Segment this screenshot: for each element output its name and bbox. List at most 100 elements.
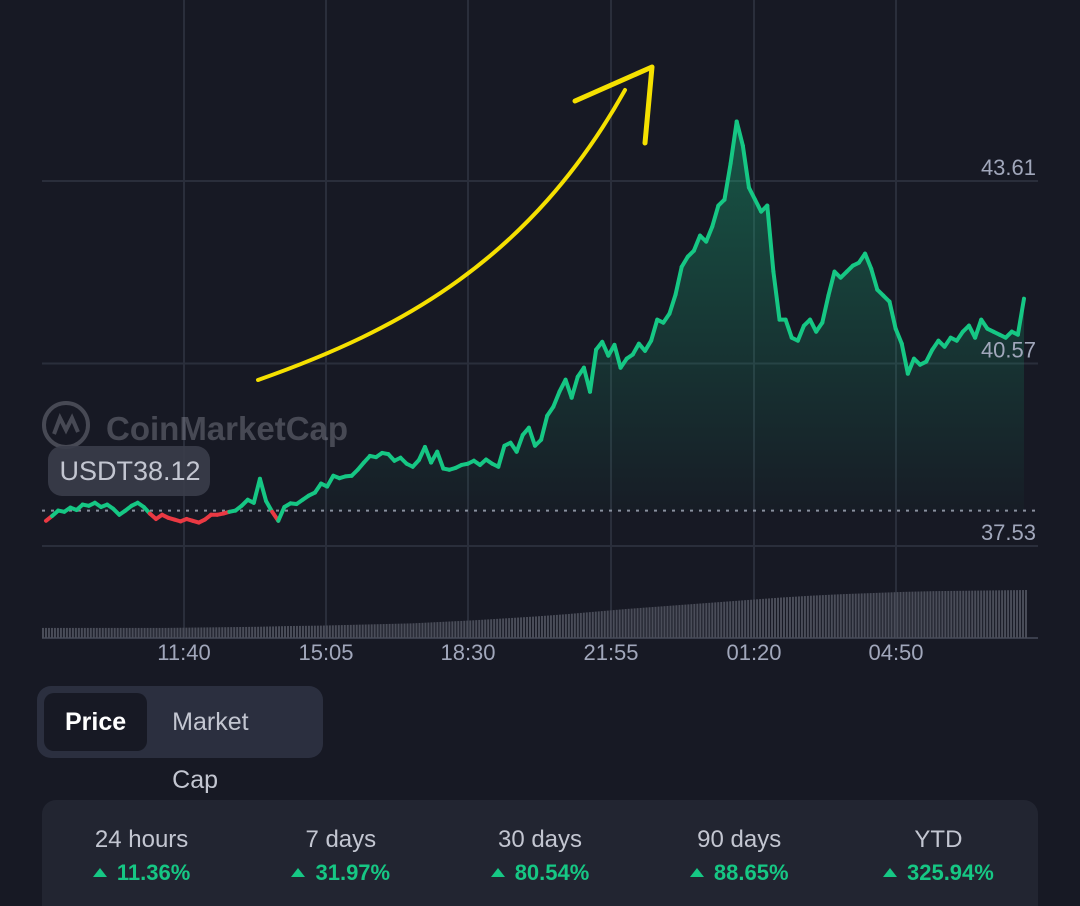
volume-bar: [53, 627, 56, 638]
volume-bar: [418, 622, 421, 638]
volume-bar: [44, 627, 47, 638]
volume-bar: [606, 610, 609, 638]
volume-bar: [923, 591, 926, 638]
volume-bar: [1007, 590, 1010, 638]
volume-bar: [460, 620, 463, 638]
volume-bar: [355, 624, 358, 638]
volume-bar: [400, 623, 403, 638]
volume-bar: [254, 626, 257, 638]
volume-bar: [893, 592, 896, 638]
volume-bar: [197, 627, 200, 638]
volume-bar: [800, 596, 803, 638]
volume-bar: [815, 595, 818, 638]
volume-bar: [349, 624, 352, 638]
volume-bar: [884, 592, 887, 638]
volume-bar: [741, 600, 744, 638]
tab-price[interactable]: Price: [44, 693, 148, 751]
volume-bar: [278, 626, 281, 638]
volume-bar: [454, 621, 457, 638]
price-line-segment: [820, 293, 831, 325]
tab-market-cap[interactable]: Market Cap: [172, 708, 249, 794]
volume-bar: [744, 600, 747, 638]
price-line-segment: [795, 323, 806, 343]
reference-price-text: USDT38.12: [59, 456, 200, 486]
volume-bar: [552, 615, 555, 638]
volume-bar: [929, 591, 932, 638]
volume-bar: [774, 597, 777, 638]
volume-bar: [379, 624, 382, 638]
volume-bar: [627, 608, 630, 638]
volume-bar: [316, 625, 319, 638]
volume-bar: [68, 627, 71, 638]
volume-bar: [269, 626, 272, 638]
volume-bar: [812, 595, 815, 638]
volume-bar: [788, 596, 791, 638]
volume-bar: [119, 627, 122, 638]
volume-bar: [128, 627, 131, 638]
volume-bar: [65, 627, 68, 638]
volume-bar: [493, 619, 496, 638]
perf-label: 7 days: [305, 826, 377, 853]
volume-bar: [974, 590, 977, 638]
volume-bar: [272, 626, 275, 638]
volume-bar: [555, 614, 558, 638]
volume-bar: [487, 619, 490, 638]
price-line-segment: [612, 342, 623, 370]
volume-bar: [370, 624, 373, 638]
volume-bar: [920, 591, 923, 638]
price-line-segment: [251, 476, 262, 505]
volume-bar: [818, 595, 821, 638]
volume-bar: [621, 609, 624, 638]
volume-bar: [364, 624, 367, 638]
volume-bar: [367, 624, 370, 638]
volume-bar: [711, 602, 714, 638]
perf-value: 325.94%: [906, 860, 994, 885]
price-line-segment: [514, 432, 525, 454]
volume-bar: [887, 592, 890, 638]
volume-bar: [777, 597, 780, 638]
volume-bar: [358, 624, 361, 638]
volume-bar: [42, 627, 44, 638]
price-line-segment: [1015, 296, 1026, 337]
price-line-segment: [746, 185, 758, 202]
price-line-segment: [924, 347, 935, 364]
volume-bar: [750, 599, 753, 638]
volume-bar: [579, 612, 582, 638]
volume-bar: [412, 623, 415, 638]
volume-bar: [304, 625, 307, 638]
volume-bar: [511, 617, 514, 638]
volume-bar: [188, 627, 191, 638]
volume-bar: [633, 608, 636, 638]
volume-bar: [660, 606, 663, 638]
price-chart-svg[interactable]: CoinMarketCap 43.61 40.57 37.53 11:40 15:05…: [0, 0, 1080, 680]
volume-bar: [543, 615, 546, 638]
volume-bar: [693, 603, 696, 638]
price-line-segment: [569, 374, 580, 400]
volume-bar: [953, 590, 956, 638]
price-line-segment: [673, 264, 684, 297]
volume-bar: [442, 621, 445, 638]
volume-bar: [594, 611, 597, 638]
volume-bar: [896, 592, 899, 638]
volume-bar: [732, 601, 735, 638]
annotation-arrow: [256, 64, 655, 382]
volume-bar: [794, 596, 797, 638]
up-caret-icon: [490, 867, 505, 877]
volume-bar: [1022, 590, 1025, 638]
volume-bar: [529, 616, 532, 638]
price-chart[interactable]: CoinMarketCap 43.61 40.57 37.53 11:40 15:05…: [0, 0, 1080, 680]
volume-bar: [950, 590, 953, 638]
volume-bar: [101, 627, 104, 638]
volume-bar: [167, 627, 170, 638]
volume-bar: [376, 624, 379, 638]
volume-bar: [71, 627, 74, 638]
perf-7-days: 7 days 31.97%: [241, 800, 440, 906]
volume-bar: [615, 609, 618, 638]
volume-bar: [125, 627, 128, 638]
y-axis: 43.61 40.57 37.53: [981, 155, 1036, 545]
volume-bar: [466, 620, 469, 638]
volume-bar: [696, 603, 699, 638]
volume-bar: [537, 616, 540, 638]
volume-bar: [98, 627, 101, 638]
volume-bar: [851, 593, 854, 638]
